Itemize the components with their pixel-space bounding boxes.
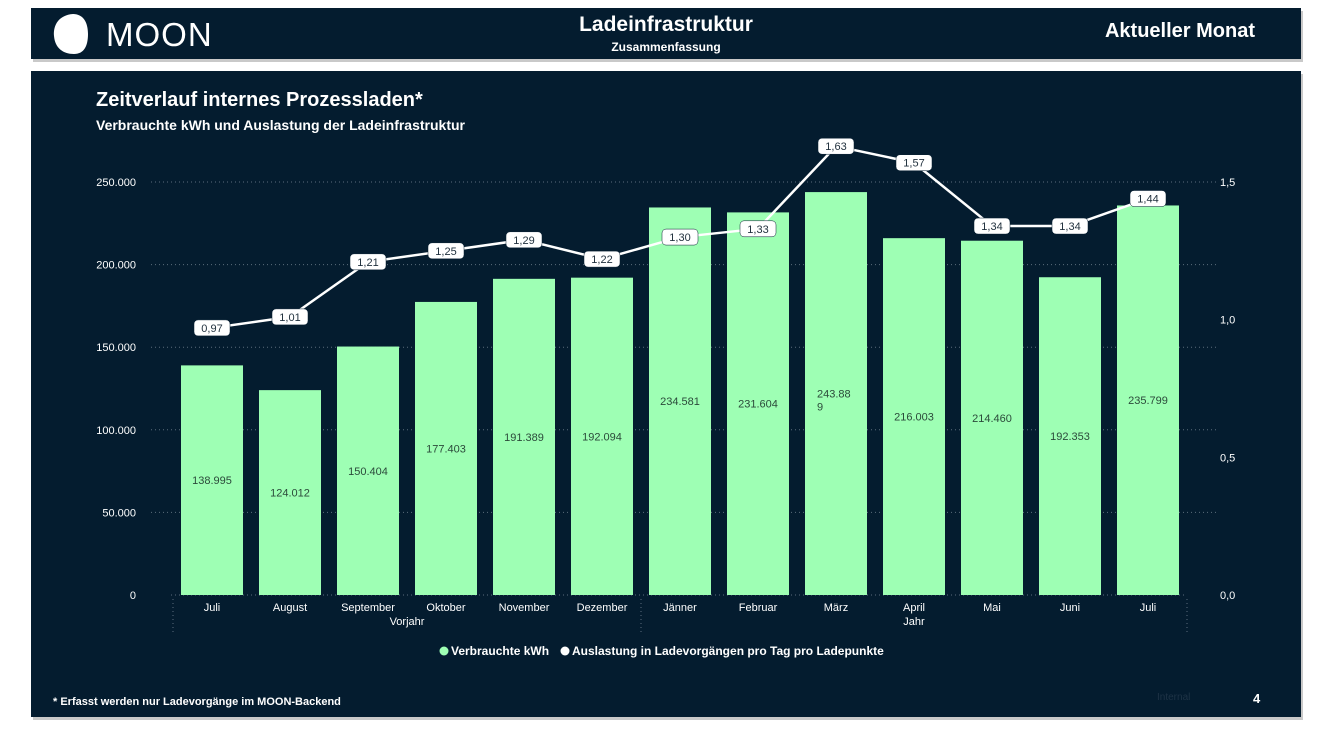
line-point	[739, 220, 777, 238]
line-value-label: 1,30	[669, 232, 690, 244]
x-tick-label: September	[341, 602, 395, 614]
bar-value-label: 234.581	[660, 396, 700, 408]
y-left-tick-label: 50.000	[102, 507, 136, 519]
line-point	[895, 154, 933, 171]
classification-label: Internal	[1157, 692, 1191, 703]
line-point	[583, 250, 621, 268]
x-tick-label: November	[499, 602, 550, 614]
line-value-label: 1,57	[903, 158, 924, 170]
bar-value-label: 192.094	[582, 431, 622, 443]
bar	[805, 192, 867, 595]
line-value-label: 1,01	[279, 312, 300, 324]
bar	[883, 238, 945, 596]
combo-chart: 0 50.000 100.000 150.000 200.000 250.000 0,0 0,…	[96, 137, 1235, 658]
line-point	[427, 242, 465, 260]
line-value-label: 1,63	[825, 141, 846, 153]
bar	[493, 278, 555, 595]
line-point	[505, 231, 543, 249]
bar-value-label: 231.604	[738, 399, 778, 411]
y-right-tick-label: 1,0	[1220, 315, 1235, 327]
y-left-tick-label: 250.000	[96, 177, 136, 189]
bar-value-label: 191.389	[504, 432, 544, 444]
y-right-tick-label: 0,5	[1220, 452, 1235, 464]
line-point	[817, 137, 855, 155]
bar	[181, 365, 243, 595]
line-value-label: 1,21	[357, 257, 378, 269]
bar-value-label: 192.353	[1050, 431, 1090, 443]
line-value-label: 1,33	[747, 224, 768, 236]
y-left-tick-label: 100.000	[96, 425, 136, 437]
line-point	[1129, 190, 1167, 207]
bar-value-label: 235.799	[1128, 395, 1168, 407]
y-right-tick-label: 1,5	[1220, 177, 1235, 189]
x-tick-label: Juni	[1060, 602, 1080, 614]
page-title: Ladeinfrastruktur	[579, 13, 753, 36]
footnote: * Erfasst werden nur Ladevorgänge im MOO…	[53, 696, 341, 708]
line-value-label: 1,34	[981, 221, 1002, 233]
bar	[259, 390, 321, 595]
chart-title: Zeitverlauf internes Prozessladen*	[96, 89, 423, 111]
legend: Verbrauchte kWh Auslastung in Ladevorgäng…	[439, 644, 884, 658]
x-group-label: Vorjahr	[390, 616, 425, 628]
legend-bar-label: Verbrauchte kWh	[451, 644, 549, 658]
bar-value-label: 124.012	[270, 488, 310, 500]
page-subtitle: Zusammenfassung	[611, 40, 721, 54]
line-value-label: 1,44	[1137, 194, 1158, 206]
bar	[1117, 205, 1179, 595]
page-number: 4	[1253, 691, 1261, 706]
line-value-label: 1,29	[513, 235, 534, 247]
chart-panel: Zeitverlauf internes Prozessladen* Verbr…	[31, 71, 1301, 717]
x-group-label: Jahr	[903, 616, 925, 628]
line-point	[349, 253, 387, 271]
line-point	[193, 319, 231, 337]
legend-bar-marker	[439, 646, 449, 656]
x-tick-label: Mai	[983, 602, 1001, 614]
y-right-tick-label: 0,0	[1220, 590, 1235, 602]
bar-value-label: 138.995	[192, 475, 232, 487]
x-tick-label: Dezember	[577, 602, 628, 614]
legend-line-marker	[560, 646, 570, 656]
bar	[649, 207, 711, 596]
line-point	[1051, 217, 1089, 235]
x-tick-label: August	[273, 602, 307, 614]
bar-value-label: 177.403	[426, 443, 466, 455]
bar	[961, 240, 1023, 595]
header-bar: MOON Ladeinfrastruktur Zusammenfassung A…	[31, 8, 1301, 59]
bar	[571, 277, 633, 595]
x-tick-label: Februar	[739, 602, 778, 614]
line-value-label: 1,34	[1059, 221, 1080, 233]
x-tick-label: April	[903, 602, 925, 614]
period-label: Aktueller Monat	[1104, 20, 1255, 42]
logo-text: MOON	[106, 16, 213, 53]
bar-value-label: 243.88 9	[817, 389, 851, 414]
y-left-tick-label: 150.000	[96, 342, 136, 354]
y-left-tick-label: 200.000	[96, 260, 136, 272]
bar	[337, 346, 399, 595]
bar-value-label: 216.003	[894, 412, 934, 424]
x-tick-label: Oktober	[426, 602, 465, 614]
bar-value-label: 150.404	[348, 466, 388, 478]
line-point	[973, 217, 1011, 235]
chart-subtitle: Verbrauchte kWh und Auslastung der Ladei…	[96, 117, 465, 133]
bar-value-label: 214.460	[972, 413, 1012, 425]
line-point	[661, 228, 699, 246]
legend-line-label: Auslastung in Ladevorgängen pro Tag pro …	[572, 644, 884, 658]
x-tick-label: Jänner	[663, 602, 697, 614]
x-tick-label: Juli	[204, 602, 221, 614]
line-value-label: 1,22	[591, 254, 612, 266]
x-tick-label: Juli	[1140, 602, 1157, 614]
bar	[415, 301, 477, 595]
line-point	[271, 308, 309, 326]
bar	[1039, 277, 1101, 595]
moon-logo-icon	[53, 14, 88, 54]
y-left-tick-label: 0	[130, 590, 136, 602]
bar	[727, 212, 789, 595]
x-tick-label: März	[824, 602, 848, 614]
line-value-label: 0,97	[201, 323, 222, 335]
line-value-label: 1,25	[435, 246, 456, 258]
